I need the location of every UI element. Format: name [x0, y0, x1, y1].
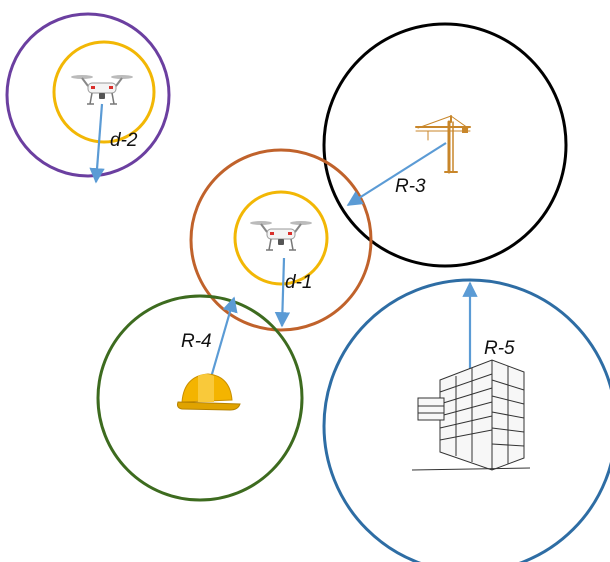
drone-2-inner-circle: [52, 40, 156, 144]
hard-hat-icon: [177, 373, 241, 411]
r-5-label: R-5: [484, 338, 515, 359]
drone-1-inner-circle: [233, 190, 329, 286]
crane-icon: [415, 115, 471, 174]
building-icon: [411, 359, 531, 471]
helmet-circle: [96, 294, 304, 502]
r-4-label: R-4: [181, 331, 212, 352]
d-1-label: d-1: [285, 272, 312, 293]
d-1-arrow: [274, 257, 291, 328]
d-2-arrow: [89, 103, 105, 184]
drone-icon: [250, 221, 312, 251]
r-3-label: R-3: [395, 176, 426, 197]
r-4-arrow: [208, 296, 238, 382]
d-2-label: d-2: [110, 130, 138, 151]
drone-1-outer-circle: [189, 148, 373, 332]
drone-2-outer-circle: [5, 12, 171, 178]
r-3-arrow: [346, 142, 447, 206]
crane-circle: [322, 22, 568, 268]
drone-icon: [71, 75, 133, 105]
building-circle: [322, 278, 610, 562]
